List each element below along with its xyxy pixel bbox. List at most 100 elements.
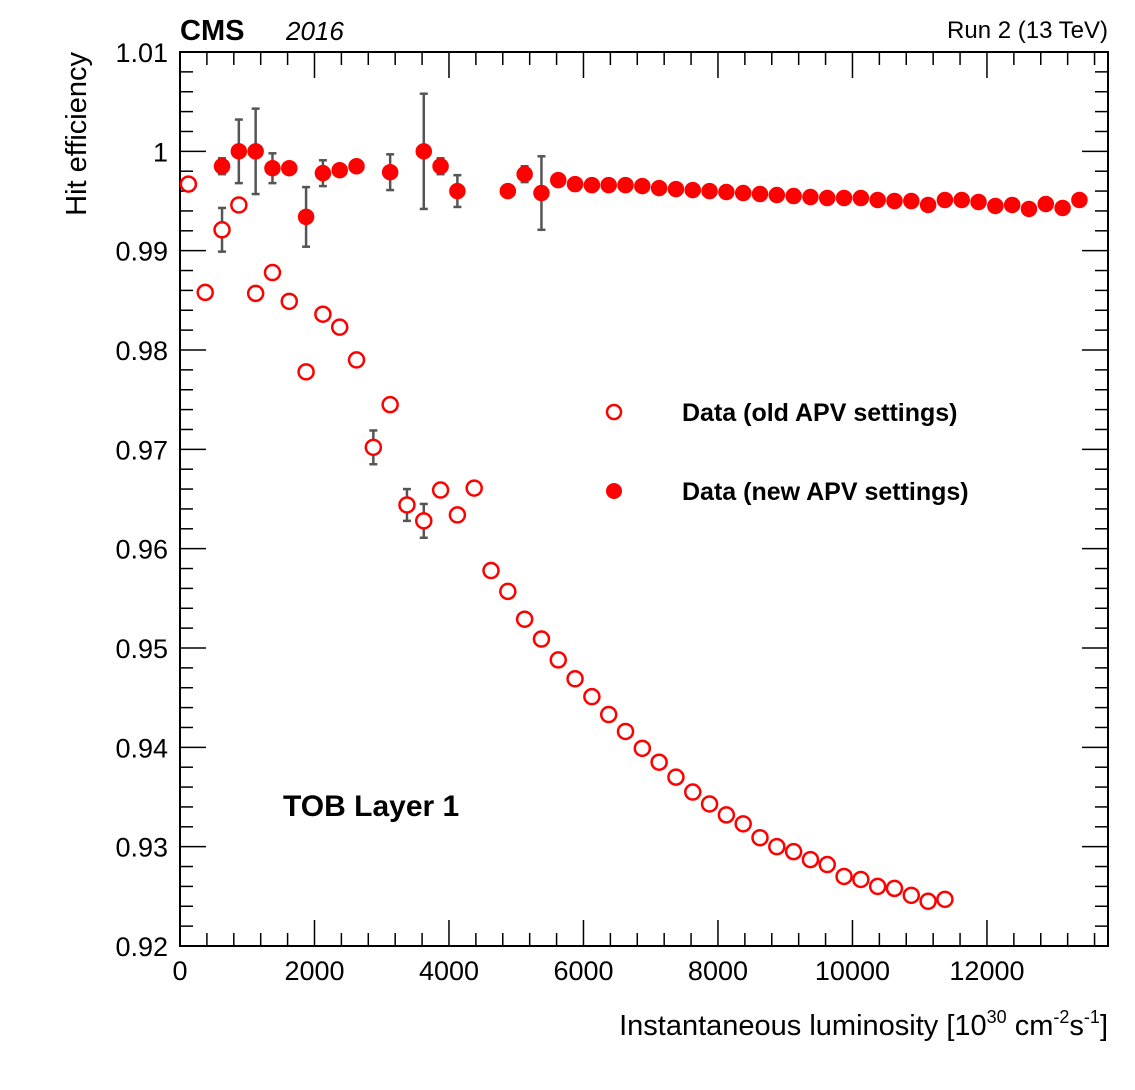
data-point-old [482,561,500,580]
data-point-old [280,292,299,311]
legend: Data (old APV settings) Data (new APV se… [605,399,969,506]
data-point-old [700,795,719,813]
data-point-new [247,143,264,160]
data-point-old [583,687,601,706]
x-tick-label: 6000 [553,956,613,986]
data-point-old [532,630,551,648]
data-point-old [515,610,534,628]
data-point-new [936,191,954,209]
data-point-new [1003,196,1021,214]
data-point-new [869,191,886,209]
x-tick-label: 12000 [949,956,1024,986]
experiment-label: CMS [180,15,244,47]
data-point-new [718,183,735,201]
data-point-new [583,176,601,194]
x-tick-labels: 0 2000 4000 6000 8000 10000 12000 [172,956,1024,986]
legend-marker-old [605,403,623,421]
data-point-old [566,670,584,688]
data-point-old [616,722,635,741]
data-point-new [835,189,853,207]
x-tick-label: 0 [172,956,187,986]
data-point-old [499,582,517,601]
data-point-new [684,181,702,199]
data-point-new [818,189,836,207]
y-tick-label: 0.96 [115,535,168,565]
data-point-new [1037,195,1055,213]
data-point-new [331,161,348,179]
x-tick-label: 4000 [419,956,479,986]
data-point-old [398,496,416,514]
data-point-new [600,176,617,194]
data-point-old [230,196,248,214]
data-point-new [650,179,668,197]
data-point-old [852,870,870,889]
data-point-new [213,157,231,175]
y-tick-label: 0.93 [115,833,168,863]
data-point-old [784,842,803,861]
y-tick-label: 0.97 [115,435,168,465]
y-tick-label: 1 [153,137,168,167]
y-tick-label: 0.94 [115,733,168,763]
y-tick-label: 0.95 [115,634,168,664]
data-point-new [281,159,298,177]
data-point-old [684,783,702,801]
data-point-new [432,157,449,175]
data-point-old [196,283,214,302]
x-tick-label: 8000 [688,956,748,986]
run-label: Run 2 (13 TeV) [947,17,1108,44]
data-point-new [381,163,399,181]
y-tick-label: 1.01 [115,38,168,68]
data-point-old [330,318,349,336]
data-point-old [347,351,366,369]
data-point-new [919,196,937,214]
data-point-new [533,184,550,202]
x-tick-label: 2000 [284,956,344,986]
data-point-new [970,193,987,211]
data-point-old [633,739,652,758]
data-point-new [903,192,920,210]
plot-frame [179,51,1109,947]
axis-ticks [179,51,1108,947]
data-point-new [886,192,903,210]
data-point-new [634,177,651,195]
data-point-old [835,867,853,886]
y-tick-labels: 0.92 0.93 0.94 0.95 0.96 0.97 0.98 0.99 1 1.01 [115,38,168,962]
data-point-new [734,184,752,202]
data-point-old [667,768,685,786]
data-point-old [297,363,315,381]
data-point-new [348,157,365,175]
data-point-new [314,164,332,182]
data-point-new [297,208,315,226]
data-point-old [246,284,265,303]
legend-marker-new [606,483,622,499]
data-point-old [448,506,467,524]
year-label: 2016 [285,16,344,46]
data-point-old [549,651,568,669]
data-point-new [667,180,685,198]
data-point-new [852,189,870,207]
data-point-old [364,438,383,457]
data-point-old [650,753,668,771]
data-point-new [550,171,567,189]
data-point-new [230,143,248,160]
data-point-old [465,479,483,497]
data-point-old [213,221,231,239]
data-point-new [1071,191,1088,209]
data-point-old [415,512,433,530]
data-point-new [449,182,466,200]
data-point-new [953,191,970,209]
layer-annotation: TOB Layer 1 [283,790,459,823]
data-point-old [885,879,904,898]
data-point-new [701,182,718,200]
data-point-new [499,182,517,200]
legend-label-new: Data (new APV settings) [682,478,969,506]
data-point-old [768,837,786,856]
y-tick-label: 0.99 [115,237,168,267]
y-tick-label: 0.92 [115,932,168,962]
data-point-old [936,890,954,909]
data-point-old [818,855,836,874]
data-point-old [263,263,282,282]
data-point-new [566,175,584,193]
data-point-old [314,305,332,323]
